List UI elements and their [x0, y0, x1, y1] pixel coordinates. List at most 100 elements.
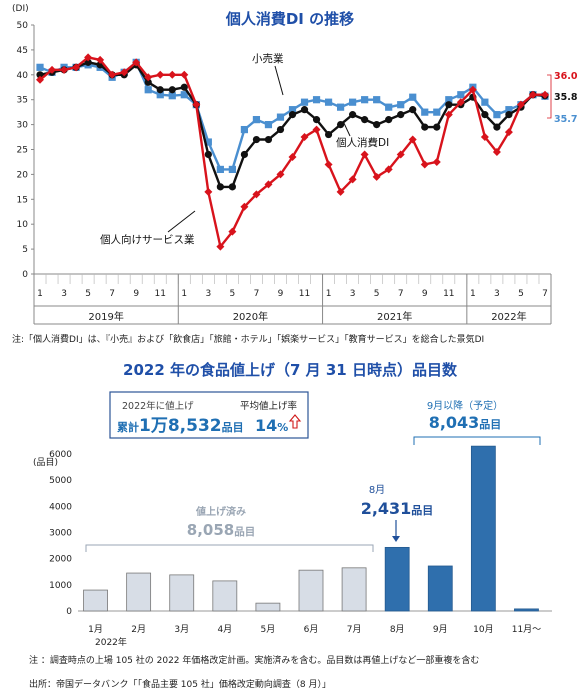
line-chart-y-axis: 0 5 10 15 20 25 30 35 40 45 50: [17, 21, 34, 280]
bar: [427, 565, 453, 612]
services-point: [300, 133, 309, 142]
consumption-point: [228, 183, 236, 191]
aug-callout-label: 8月: [369, 484, 385, 496]
series-label-services: 個人向けサービス業: [100, 233, 195, 246]
bar-y-tick-label: 0: [66, 607, 72, 617]
services-point: [120, 68, 129, 77]
retail-point: [445, 96, 453, 104]
future-bracket: [413, 436, 541, 445]
retail-point: [288, 106, 297, 114]
future-label: 9月以降（予定）: [427, 399, 503, 412]
line-y-tick-label: 50: [17, 21, 29, 31]
services-point: [492, 147, 501, 156]
services-point: [264, 180, 273, 189]
line-x-tick-label: 9: [278, 289, 284, 299]
line-chart-footnote: 注:「個人消費DI」は、『小売』および「飲食店」「旅館・ホテル」「娯楽サービス」…: [12, 333, 484, 345]
services-point: [240, 202, 249, 211]
bar-y-tick-label: 5000: [49, 476, 72, 486]
line-x-tick-label: 5: [230, 289, 236, 299]
services-point: [48, 65, 57, 74]
services-point: [372, 172, 381, 181]
end-value-retail: 35.7: [554, 114, 577, 125]
retail-point: [385, 103, 393, 111]
bar-y-tick-label: 1000: [49, 581, 72, 591]
bar: [384, 546, 410, 612]
retail-point: [324, 98, 333, 106]
retail-point: [373, 96, 381, 104]
line-x-tick-label: 5: [374, 289, 380, 299]
bar: [169, 574, 195, 612]
end-value-consumption-di: 35.8: [554, 92, 578, 103]
line-x-tick-label: 11: [299, 289, 310, 299]
services-point: [144, 73, 153, 82]
services-point: [456, 98, 465, 107]
line-year-label: 2020年: [233, 310, 268, 323]
consumption-point: [204, 150, 212, 159]
services-point: [108, 70, 117, 79]
series-label-retail: 小売業: [252, 52, 284, 65]
line-y-tick-label: 25: [17, 146, 28, 156]
services-point: [216, 242, 225, 251]
bar-chart-x-axis: 1月 2月 3月 4月 5月 6月 7月 8月 9月 10月 11月～: [88, 624, 541, 635]
services-point: [408, 135, 417, 144]
line-y-tick-label: 15: [17, 195, 28, 205]
bar-x-tick-label: 1月: [88, 624, 103, 635]
line-y-tick-label: 40: [17, 71, 29, 81]
bar-chart-bars: [83, 445, 539, 612]
bar: [126, 572, 152, 612]
series-label-services-leader: [167, 210, 196, 233]
consumption-point: [373, 121, 381, 129]
consumption-point: [36, 71, 44, 79]
line-x-tick-label: 11: [443, 289, 454, 299]
line-x-tick-label: 3: [61, 289, 67, 299]
bar-y-tick-label: 3000: [49, 529, 72, 539]
services-point: [72, 63, 81, 72]
bar: [341, 567, 367, 612]
consumption-point: [481, 111, 489, 119]
services-point: [192, 100, 201, 109]
bar: [83, 589, 108, 612]
consumption-point: [240, 150, 249, 159]
end-value-services: 36.0: [554, 71, 578, 82]
line-y-tick-label: 45: [17, 46, 28, 56]
consumption-point: [144, 78, 152, 86]
services-point: [168, 70, 177, 79]
consumption-point: [385, 116, 393, 124]
up-arrow-icon: [288, 414, 302, 429]
line-x-tick-label: 5: [85, 289, 91, 299]
consumption-point: [409, 106, 417, 114]
services-point: [288, 152, 297, 161]
consumption-point: [216, 183, 224, 191]
retail-point: [481, 98, 489, 106]
bar-x-tick-label: 3月: [174, 624, 189, 635]
retail-point: [156, 91, 164, 99]
services-point: [540, 90, 549, 99]
info-box: 2022年に値上げ 累計1万8,532品目 平均値上げ率 14%: [109, 391, 309, 439]
consumption-point: [433, 123, 441, 131]
done-label: 値上げ済み: [195, 505, 246, 518]
consumption-point: [361, 116, 369, 124]
retail-point: [228, 165, 236, 174]
line-chart-series: [36, 53, 549, 251]
consumption-point: [445, 101, 453, 109]
bar-x-tick-label: 7月: [347, 624, 362, 635]
retail-point: [168, 92, 176, 100]
bar: [255, 602, 281, 612]
services-point: [360, 150, 369, 159]
consumption-point: [421, 123, 429, 131]
services-point: [84, 53, 93, 62]
consumption-point: [276, 125, 285, 134]
retail-point: [349, 98, 357, 106]
line-x-tick-label: 7: [254, 289, 260, 299]
retail-point: [336, 103, 345, 111]
consumption-point: [84, 58, 92, 66]
services-point: [180, 70, 189, 79]
line-y-tick-label: 5: [22, 245, 28, 255]
aug-callout-value: 2,431品目: [361, 499, 434, 518]
series-label-retail-leader: [274, 65, 284, 96]
info-avg-label: 平均値上げ率: [240, 400, 298, 412]
bar-x-tick-label: 2月: [131, 624, 146, 635]
consumption-point: [349, 111, 357, 119]
services-point: [204, 187, 213, 196]
series-label-consumption-di: 個人消費DI: [336, 136, 389, 149]
